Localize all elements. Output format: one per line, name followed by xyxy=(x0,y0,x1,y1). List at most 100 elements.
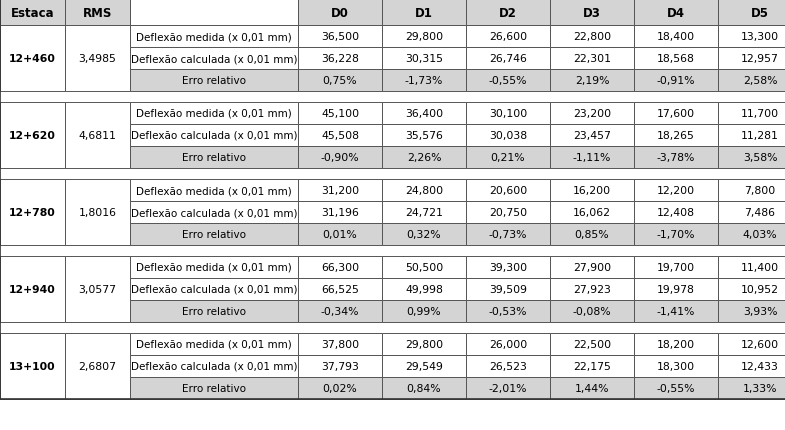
Text: Erro relativo: Erro relativo xyxy=(182,230,246,240)
Text: 12+780: 12+780 xyxy=(9,208,56,218)
Bar xyxy=(382,125,466,147)
Bar xyxy=(130,333,298,355)
Bar xyxy=(634,278,718,300)
Text: -2,01%: -2,01% xyxy=(489,383,528,393)
Bar xyxy=(382,180,466,202)
Text: 3,0577: 3,0577 xyxy=(78,284,116,294)
Text: Deflexão medida (x 0,01 mm): Deflexão medida (x 0,01 mm) xyxy=(136,262,292,272)
Text: D1: D1 xyxy=(415,6,433,19)
Text: 39,300: 39,300 xyxy=(489,262,527,272)
Bar xyxy=(718,224,785,246)
Bar xyxy=(130,180,298,202)
Bar xyxy=(130,377,298,399)
Text: 27,923: 27,923 xyxy=(573,284,611,294)
Text: 18,200: 18,200 xyxy=(657,339,695,349)
Text: -0,55%: -0,55% xyxy=(489,76,528,86)
Bar xyxy=(634,300,718,322)
Text: 36,400: 36,400 xyxy=(405,109,443,119)
Bar xyxy=(298,202,382,224)
Bar xyxy=(634,202,718,224)
Bar xyxy=(298,48,382,70)
Text: 18,300: 18,300 xyxy=(657,361,695,371)
Bar xyxy=(130,147,298,169)
Bar xyxy=(130,70,298,92)
Bar xyxy=(382,26,466,48)
Text: RMS: RMS xyxy=(82,6,112,19)
Bar xyxy=(550,224,634,246)
Bar xyxy=(634,70,718,92)
Text: 23,457: 23,457 xyxy=(573,131,611,141)
Text: -0,34%: -0,34% xyxy=(321,306,360,316)
Text: 7,800: 7,800 xyxy=(744,186,776,196)
Bar xyxy=(65,26,130,92)
Bar xyxy=(466,125,550,147)
Text: 7,486: 7,486 xyxy=(744,208,776,218)
Bar xyxy=(718,377,785,399)
Bar xyxy=(298,333,382,355)
Text: 12,200: 12,200 xyxy=(657,186,695,196)
Text: 2,58%: 2,58% xyxy=(743,76,777,86)
Text: D3: D3 xyxy=(583,6,601,19)
Text: 16,200: 16,200 xyxy=(573,186,611,196)
Text: 12,600: 12,600 xyxy=(741,339,779,349)
Text: 66,525: 66,525 xyxy=(321,284,359,294)
Text: D2: D2 xyxy=(499,6,517,19)
Bar xyxy=(466,103,550,125)
Text: 29,800: 29,800 xyxy=(405,339,443,349)
Bar xyxy=(466,256,550,278)
Text: 19,978: 19,978 xyxy=(657,284,695,294)
Bar xyxy=(382,202,466,224)
Text: 3,58%: 3,58% xyxy=(743,153,777,163)
Bar xyxy=(634,26,718,48)
Bar xyxy=(634,147,718,169)
Bar xyxy=(718,256,785,278)
Text: 31,196: 31,196 xyxy=(321,208,359,218)
Text: 49,998: 49,998 xyxy=(405,284,443,294)
Text: Erro relativo: Erro relativo xyxy=(182,383,246,393)
Text: 35,576: 35,576 xyxy=(405,131,443,141)
Text: 17,600: 17,600 xyxy=(657,109,695,119)
Text: 2,26%: 2,26% xyxy=(407,153,441,163)
Text: 26,000: 26,000 xyxy=(489,339,527,349)
Bar xyxy=(298,70,382,92)
Bar xyxy=(298,103,382,125)
Bar xyxy=(65,256,130,322)
Text: Deflexão calculada (x 0,01 mm): Deflexão calculada (x 0,01 mm) xyxy=(131,284,298,294)
Bar xyxy=(130,48,298,70)
Bar xyxy=(130,202,298,224)
Bar xyxy=(718,278,785,300)
Text: 22,175: 22,175 xyxy=(573,361,611,371)
Text: 22,800: 22,800 xyxy=(573,32,611,42)
Text: 29,800: 29,800 xyxy=(405,32,443,42)
Bar xyxy=(718,147,785,169)
Text: 36,228: 36,228 xyxy=(321,54,359,64)
Bar xyxy=(550,26,634,48)
Bar xyxy=(466,70,550,92)
Bar xyxy=(0,256,65,322)
Text: 3,4985: 3,4985 xyxy=(78,54,116,64)
Bar xyxy=(550,278,634,300)
Text: -1,73%: -1,73% xyxy=(405,76,444,86)
Bar xyxy=(718,103,785,125)
Text: 13,300: 13,300 xyxy=(741,32,779,42)
Bar xyxy=(718,333,785,355)
Bar xyxy=(298,256,382,278)
Text: 20,600: 20,600 xyxy=(489,186,527,196)
Bar xyxy=(298,26,382,48)
Bar xyxy=(550,48,634,70)
Text: Estaca: Estaca xyxy=(11,6,54,19)
Text: -0,91%: -0,91% xyxy=(657,76,696,86)
Bar xyxy=(550,377,634,399)
Text: 12+620: 12+620 xyxy=(9,131,56,141)
Bar xyxy=(382,300,466,322)
Bar xyxy=(382,103,466,125)
Text: 22,500: 22,500 xyxy=(573,339,611,349)
Bar xyxy=(130,224,298,246)
Text: -3,78%: -3,78% xyxy=(657,153,696,163)
Text: 26,600: 26,600 xyxy=(489,32,527,42)
Text: Erro relativo: Erro relativo xyxy=(182,306,246,316)
Bar xyxy=(130,256,298,278)
Text: 3,93%: 3,93% xyxy=(743,306,777,316)
Bar xyxy=(718,202,785,224)
Bar xyxy=(130,26,298,48)
